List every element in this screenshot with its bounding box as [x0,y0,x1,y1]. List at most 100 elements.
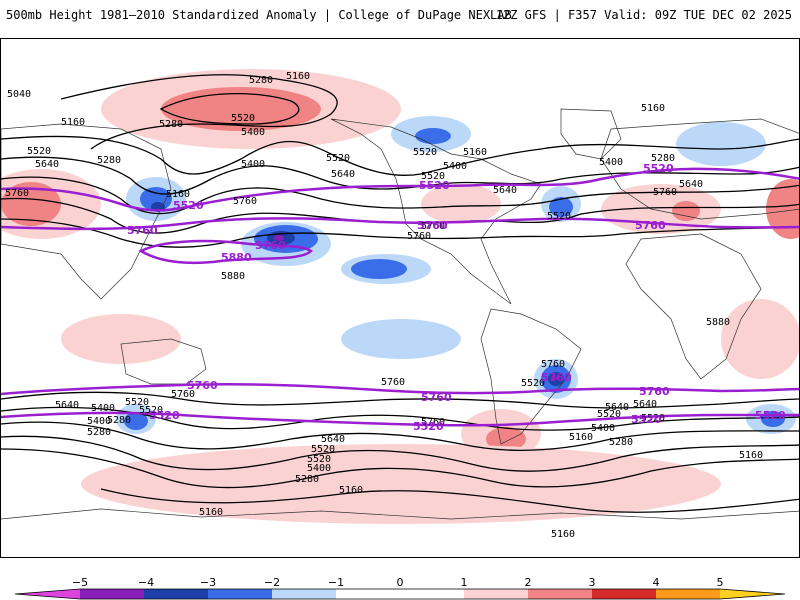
contour-label: 5280 [87,427,111,438]
colorbar-segment [80,589,144,599]
contour-label: 5160 [61,117,85,128]
colorbar-segment [336,589,464,599]
contour-label: 5400 [91,403,115,414]
anomaly-map: 5040 5280 5160 5160 5520 5400 5280 5160 … [1,69,799,540]
positive-anomaly-core [1,182,61,226]
positive-anomaly-area [766,179,799,239]
positive-anomaly-area [721,299,799,379]
colorbar-scale [14,588,786,600]
negative-anomaly-area [676,122,766,166]
contour-label: 5640 [633,399,657,410]
colorbar-tick-label: 0 [396,576,404,589]
highlight-label: 5520 [643,162,674,175]
contour-5880-north [138,239,313,265]
contour-line [1,435,799,472]
highlight-label: 5520 [419,179,450,192]
contour-label: 5400 [307,463,331,474]
highlight-contours [1,167,799,427]
colorbar-outline [14,588,786,600]
contour-label: 5760 [233,196,257,207]
contour-label: 5160 [286,71,310,82]
antarctica-outline [1,508,799,520]
contour-label: 5160 [551,529,575,540]
negative-anomaly-core [549,197,573,217]
contour-label: 5640 [35,159,59,170]
south-america-outline [480,308,582,445]
positive-anomaly-core [672,201,700,221]
contour-label: 5520 [307,454,331,465]
contour-5520-north [1,167,799,212]
north-america-outline [330,118,542,305]
positive-anomaly-area [61,314,181,364]
model-info: 12Z GFS | F357 Valid: 09Z TUE DEC 02 202… [495,8,792,22]
height-contours [1,74,799,513]
colorbar-segment [528,589,592,599]
colorbar-segment [144,589,208,599]
contour-label: 5640 [605,402,629,413]
contour-line [1,421,799,452]
colorbar-segment [208,589,272,599]
asia-outline [1,123,172,300]
contour-label: 5160 [569,432,593,443]
contour-label: 5520 [125,397,149,408]
contour-line [60,74,338,150]
negative-anomaly-core [124,412,148,430]
contour-label: 5520 [597,409,621,420]
contour-label: 5280 [295,474,319,485]
contour-line [1,156,799,195]
contour-5760-north [1,217,799,231]
colorbar-tick-label: 4 [652,576,660,589]
contour-label: 5400 [241,127,265,138]
contour-label: 5160 [166,189,190,200]
contour-label: 5280 [159,119,183,130]
contour-label: 5640 [679,179,703,190]
contour-line [159,93,300,125]
contour-label: 5880 [221,271,245,282]
highlight-label: 5760 [541,371,572,384]
contour-label: 5280 [249,75,273,86]
contour-label: 5520 [326,153,350,164]
contour-label: 5280 [107,415,131,426]
europe-asia-outline [600,118,799,220]
colorbar-tick-label: −2 [263,576,281,589]
contour-label: 5880 [706,317,730,328]
contour-line [1,218,799,248]
colorbar-segment [464,589,528,599]
map-panel: 5040 5280 5160 5160 5520 5400 5280 5160 … [0,38,800,558]
contour-label: 5520 [547,211,571,222]
highlight-label: 5880 [221,251,252,264]
highlight-label: 5520 [755,409,786,422]
australia-outline [120,338,207,385]
colorbar-segment [15,589,80,599]
contour-label: 5520 [27,146,51,157]
contour-label: 5400 [599,157,623,168]
contour-label: 5640 [331,169,355,180]
contour-label: 5520 [139,405,163,416]
greenland-outline [560,108,622,160]
contour-label: 5160 [339,485,363,496]
contour-label: 5520 [311,444,335,455]
contour-label: 5760 [541,359,565,370]
negative-anomaly-area [341,319,461,359]
contour-line [1,135,799,176]
highlight-label: 5520 [631,413,662,426]
contour-label: 5760 [421,221,445,232]
colorbar-tick-label: −3 [199,576,217,589]
contour-line [100,488,799,513]
highlight-label: 5760 [421,391,452,404]
contour-label: 5760 [5,188,29,199]
contour-label: 5640 [493,185,517,196]
highlight-label: 5760 [127,224,158,237]
colorbar-tick-label: 1 [460,576,468,589]
contour-label: 5520 [231,113,255,124]
contour-label: 5280 [97,155,121,166]
contour-label: 5760 [407,231,431,242]
negative-anomaly-core [274,235,284,241]
anomaly-shading [1,69,799,524]
colorbar-segment [592,589,656,599]
contour-line [1,176,799,215]
positive-anomaly-area [421,184,501,224]
highlight-label: 5760 [417,219,448,232]
contour-label: 5760 [381,377,405,388]
contour-label: 5760 [171,389,195,400]
